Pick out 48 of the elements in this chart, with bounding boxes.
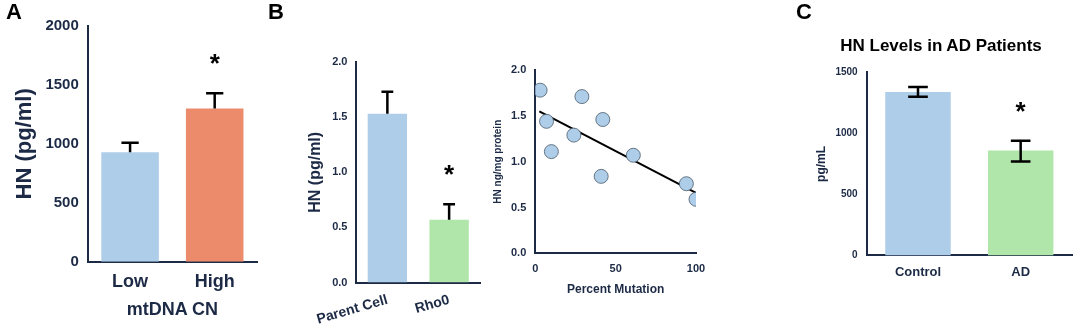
point: [595, 112, 611, 127]
x-tick-label: 100: [686, 262, 706, 275]
x-axis-title: mtDNA CN: [126, 299, 219, 320]
y-tick-label: 500: [53, 192, 79, 210]
point: [678, 176, 694, 192]
y-tick-label: 1.0: [510, 154, 527, 167]
point: [625, 147, 641, 163]
y-axis-title: HN (pg/ml): [11, 88, 37, 200]
y-tick-label: 1500: [835, 66, 859, 78]
y-axis-title: HN ng/mg protein: [491, 119, 503, 204]
y-tick-label: 0.5: [510, 200, 527, 213]
y-tick-label: 0.5: [332, 220, 348, 233]
point: [539, 113, 554, 129]
point: [543, 144, 559, 160]
y-tick-label: 1000: [835, 127, 859, 139]
y-tick-label: 1000: [45, 134, 79, 152]
x-tick-label: Rho0: [412, 290, 452, 316]
point: [566, 127, 582, 143]
annotation: *: [1015, 95, 1027, 126]
x-tick-label: Parent Cell: [314, 290, 390, 327]
y-tick-label: 2.0: [510, 63, 527, 76]
text: A: [6, 0, 22, 25]
y-axis-title: HN (pg/ml): [306, 131, 324, 213]
annotation: *: [444, 159, 456, 190]
y-tick-label: 2.0: [332, 55, 348, 68]
point: [574, 89, 590, 104]
x-tick-label: 50: [609, 262, 622, 275]
y-tick-label: 0.0: [332, 275, 348, 288]
y-tick-label: 1.5: [332, 110, 348, 123]
chart-title: HN Levels in AD Patients: [840, 35, 1042, 55]
point: [593, 168, 609, 184]
text: B: [268, 0, 284, 25]
y-tick-label: 500: [840, 188, 859, 200]
y-tick-label: 0: [852, 249, 859, 261]
y-tick-label: 1.5: [510, 108, 527, 121]
x-tick-label: 0: [532, 262, 539, 275]
annotation: *: [209, 48, 221, 79]
x-tick-label: Low: [112, 270, 150, 291]
y-tick-label: 2000: [45, 16, 79, 34]
x-axis-title: Percent Mutation: [566, 282, 665, 297]
y-tick-label: 1500: [45, 75, 79, 93]
y-tick-label: 1.0: [332, 165, 348, 178]
y-axis-title: pg/mL: [813, 145, 828, 182]
y-tick-label: 0.0: [510, 246, 527, 259]
x-tick-label: AD: [1011, 263, 1031, 279]
text: C: [796, 0, 812, 25]
x-tick-label: High: [194, 270, 235, 291]
x-tick-label: Control: [894, 263, 942, 279]
